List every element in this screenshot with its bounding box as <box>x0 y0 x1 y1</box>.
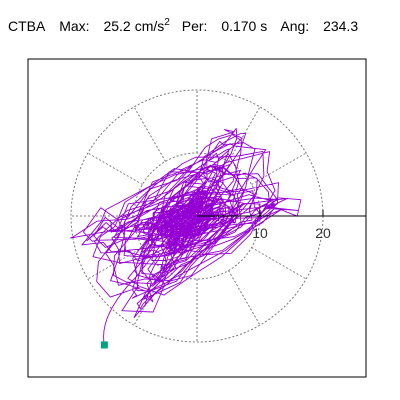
grid-spoke-6 <box>87 152 143 185</box>
grid-spoke-11 <box>228 270 261 326</box>
grid-spoke-12 <box>251 247 307 280</box>
max-label: Max: <box>59 18 90 34</box>
markers <box>100 341 108 349</box>
max-unit-superscript: 2 <box>164 17 170 28</box>
radial-axis: 10 20 <box>197 210 366 241</box>
ang-value: 234.3 <box>323 18 359 34</box>
radial-tick-label-1: 10 <box>252 225 268 241</box>
grid-spoke-5 <box>133 106 166 162</box>
ang-label: Ang: <box>280 18 310 34</box>
radial-tick-label-2: 20 <box>315 225 331 241</box>
motion-trace-path <box>70 128 302 345</box>
grid-spoke-3 <box>228 106 261 162</box>
grid-spoke-2 <box>251 152 307 185</box>
station-code: CTBA <box>8 18 46 34</box>
peak-marker <box>100 341 108 349</box>
per-value: 0.170 s <box>221 18 268 34</box>
motion-trace <box>70 128 302 345</box>
per-label: Per: <box>181 18 208 34</box>
grid-spoke-9 <box>133 270 166 326</box>
max-unit: cm/s <box>134 18 165 34</box>
plot-frame <box>27 58 367 378</box>
plot-header: CTBA Max: 25.2 cm/s2 Per: 0.170 s Ang: 23… <box>8 17 368 34</box>
max-value: 25.2 <box>103 18 131 34</box>
